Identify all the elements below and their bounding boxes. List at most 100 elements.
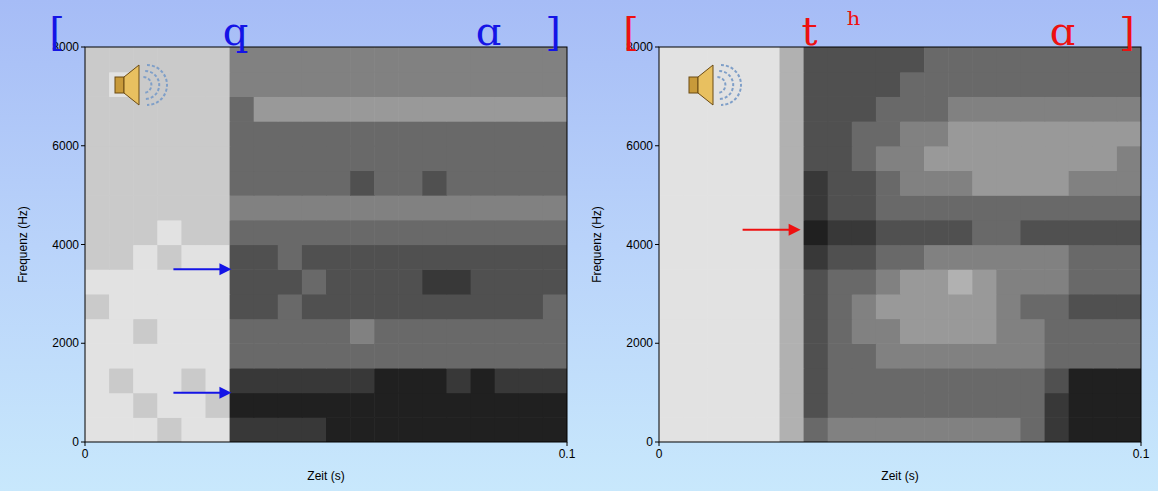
spectrogram-cell	[157, 220, 182, 245]
spectrogram-cell	[900, 294, 925, 319]
spectrogram-cell	[852, 96, 877, 121]
arrow-head	[219, 263, 231, 275]
spectrogram-cell	[1045, 417, 1070, 442]
y-tick-label: 6000	[52, 139, 79, 153]
spectrogram-cell	[972, 393, 997, 418]
speaker-body	[115, 77, 124, 93]
spectrogram-cell	[1093, 47, 1118, 72]
spectrogram-cell	[133, 368, 158, 393]
spectrogram-cell	[1069, 417, 1094, 442]
spectrogram-cell	[109, 96, 134, 121]
arrow-head	[789, 224, 801, 236]
spectrogram-cell	[900, 170, 925, 195]
x-tick	[85, 442, 86, 446]
spectrogram-cell	[924, 96, 949, 121]
spectrogram-cell	[447, 220, 472, 245]
arrow	[743, 224, 801, 236]
spectrogram-cell	[133, 294, 158, 319]
spectrogram-cell	[350, 269, 375, 294]
spectrogram-cell	[683, 195, 708, 220]
spectrogram-cell	[181, 294, 206, 319]
y-axis-title: Frequenz (Hz)	[16, 206, 30, 283]
spectrogram-cell	[755, 47, 780, 72]
spectrogram-cell	[519, 146, 544, 171]
figure: 0200040006000800000.1Zeit (s)Frequenz (H…	[0, 0, 1158, 491]
spectrogram-cell	[254, 72, 279, 97]
spectrogram-cell	[181, 170, 206, 195]
spectrogram-cell	[683, 294, 708, 319]
spectrogram-cell	[326, 417, 351, 442]
spectrogram-cell	[852, 319, 877, 344]
spectrogram-cell	[1045, 72, 1070, 97]
spectrogram-cell	[254, 146, 279, 171]
spectrogram-cell	[948, 269, 973, 294]
spectrogram-cell	[1117, 170, 1141, 195]
spectrogram-cell	[972, 47, 997, 72]
spectrogram-cell	[1093, 294, 1118, 319]
title-segment: ]	[545, 8, 561, 54]
spectrogram	[85, 47, 567, 442]
spectrogram-cell	[924, 294, 949, 319]
spectrogram-cell	[659, 269, 684, 294]
spectrogram-cell	[230, 319, 255, 344]
spectrogram-cell	[1069, 393, 1094, 418]
spectrogram-cell	[924, 146, 949, 171]
spectrogram-cell	[447, 269, 472, 294]
spectrogram-cell	[543, 195, 567, 220]
arrow-shaft	[173, 268, 221, 270]
spectrogram-cell	[302, 170, 327, 195]
sound-wave	[143, 77, 151, 93]
spectrogram-cell	[900, 269, 925, 294]
sound-wave	[717, 77, 725, 93]
spectrogram-cell	[1045, 294, 1070, 319]
spectrogram-cell	[707, 146, 732, 171]
spectrogram-cell	[471, 269, 496, 294]
spectrogram-cell	[996, 195, 1021, 220]
spectrogram-cell	[996, 393, 1021, 418]
spectrogram-cell	[948, 96, 973, 121]
spectrogram-cell	[972, 294, 997, 319]
spectrogram-cell	[996, 294, 1021, 319]
spectrogram-cell	[1093, 245, 1118, 270]
spectrogram-cell	[254, 269, 279, 294]
spectrogram-cell	[543, 146, 567, 171]
spectrogram-cell	[828, 269, 853, 294]
spectrogram-cell	[828, 47, 853, 72]
spectrogram-cell	[133, 220, 158, 245]
spectrogram-cell	[374, 294, 399, 319]
spectrogram-cell	[755, 146, 780, 171]
spectrogram-cell	[254, 294, 279, 319]
spectrogram-cell	[731, 220, 756, 245]
y-tick-label: 0	[72, 435, 79, 449]
spectrogram-cell	[447, 195, 472, 220]
plot-frame	[659, 47, 1141, 442]
spectrogram-cell	[948, 417, 973, 442]
spectrogram-cell	[996, 368, 1021, 393]
spectrogram-cell	[157, 195, 182, 220]
spectrogram-cell	[519, 269, 544, 294]
spectrogram-cell	[230, 294, 255, 319]
spectrogram-cell	[85, 220, 110, 245]
spectrogram-cell	[1069, 72, 1094, 97]
spectrogram-cell	[495, 121, 520, 146]
spectrogram-cell	[422, 96, 447, 121]
spectrogram-cell	[543, 96, 567, 121]
spectrogram-cell	[374, 47, 399, 72]
spectrogram-cell	[731, 121, 756, 146]
spectrogram-cell	[254, 368, 279, 393]
spectrogram-cell	[804, 368, 829, 393]
spectrogram-cell	[471, 96, 496, 121]
spectrogram-cell	[900, 121, 925, 146]
spectrogram-cell	[1069, 269, 1094, 294]
y-tick	[655, 244, 659, 245]
spectrogram-cell	[707, 393, 732, 418]
spectrogram-cell	[828, 146, 853, 171]
spectrogram-cell	[157, 393, 182, 418]
spectrogram-cell	[85, 343, 110, 368]
sound-wave	[145, 71, 159, 99]
spectrogram-cell	[780, 393, 805, 418]
spectrogram-cell	[206, 417, 231, 442]
spectrogram-cell	[543, 368, 567, 393]
spectrogram-cell	[876, 195, 901, 220]
spectrogram-cell	[495, 146, 520, 171]
